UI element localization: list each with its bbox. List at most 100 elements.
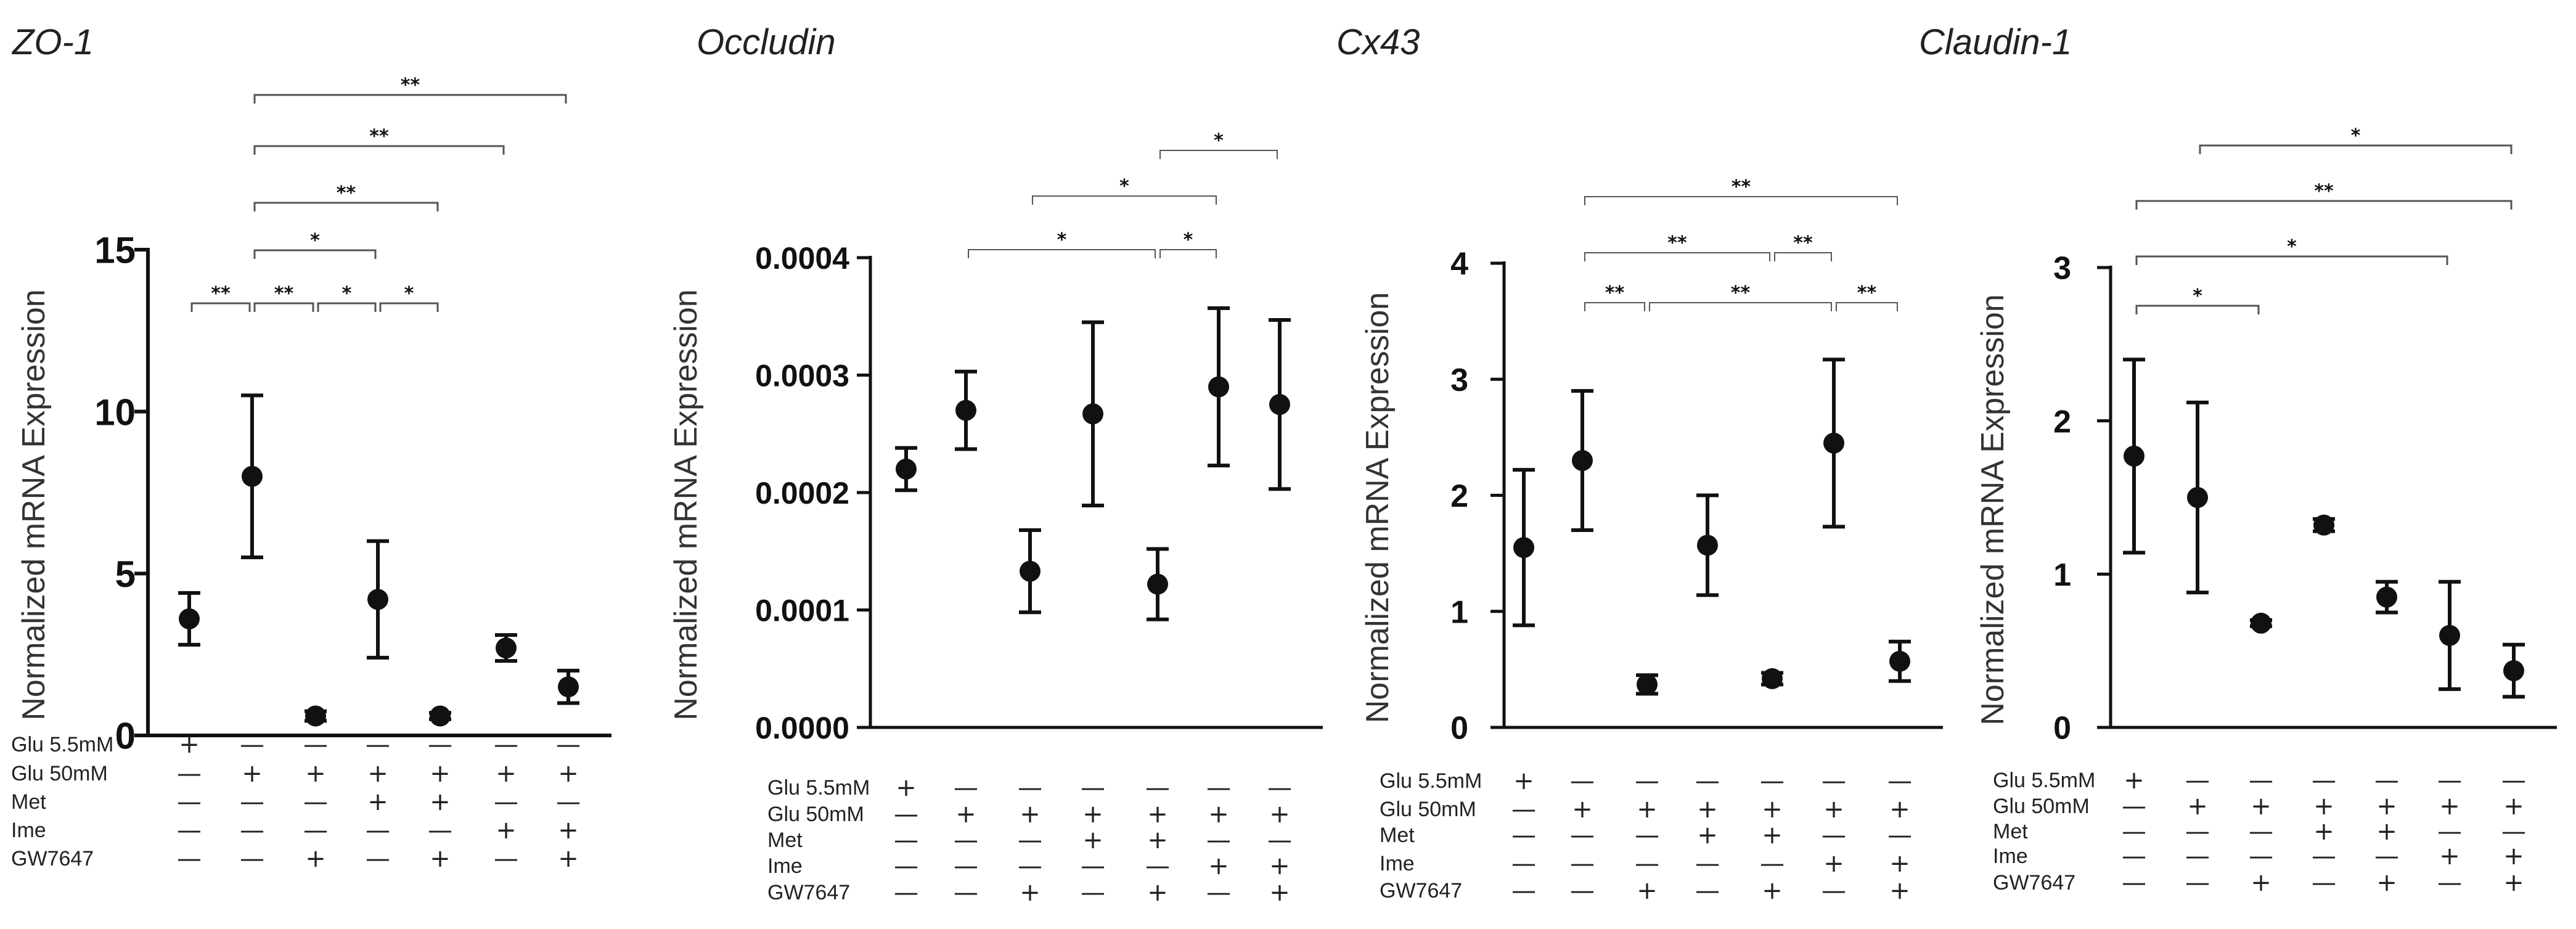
treatment-symbol-occludin: — <box>1206 826 1231 854</box>
treatment-symbol-zo1: — <box>494 845 518 873</box>
significance-label: ** <box>1667 232 1687 254</box>
row-label-claudin1: Glu 50mM <box>1993 795 2090 818</box>
y-tick-label-cx43: 1 <box>1450 594 1468 630</box>
treatment-symbol-claudin1: — <box>2437 766 2462 795</box>
treatment-symbol-zo1: — <box>303 816 328 845</box>
row-label-zo1: Met <box>11 790 46 814</box>
treatment-symbol-zo1: + <box>558 816 579 845</box>
y-tick-label-occludin: 0.0003 <box>755 359 849 393</box>
treatment-symbol-cx43: + <box>1572 795 1593 824</box>
significance-bracket-cx43: ** <box>1584 232 1770 261</box>
treatment-symbol-claudin1: — <box>2501 817 2526 846</box>
treatment-symbol-claudin1: + <box>2313 792 2334 821</box>
treatment-symbol-cx43: + <box>1762 821 1783 849</box>
treatment-symbol-claudin1: + <box>2376 792 2397 821</box>
bracket-line <box>1649 302 1832 311</box>
significance-bracket-zo1: * <box>379 283 439 312</box>
data-point-claudin1 <box>2313 514 2334 536</box>
treatment-symbol-zo1: + <box>367 759 388 788</box>
treatment-symbol-occludin: — <box>894 852 918 880</box>
bracket-line <box>2199 144 2513 154</box>
treatment-symbol-claudin1: + <box>2376 817 2397 846</box>
bracket-line <box>2135 305 2260 314</box>
y-tick-label-claudin1: 0 <box>2053 711 2071 747</box>
treatment-symbol-cx43: + <box>1823 795 1844 824</box>
treatment-symbol-zo1: — <box>303 731 328 759</box>
significance-bracket-zo1: ** <box>190 283 251 312</box>
bracket-line <box>253 145 505 155</box>
significance-label: ** <box>401 75 420 96</box>
y-tick-label-zo1: 0 <box>115 716 136 757</box>
treatment-symbol-cx43: — <box>1635 767 1659 795</box>
treatment-symbol-zo1: — <box>303 788 328 816</box>
row-label-cx43: Glu 5.5mM <box>1380 769 1482 793</box>
bracket-line <box>253 302 314 312</box>
treatment-symbol-cx43: + <box>1637 877 1658 905</box>
treatment-symbol-cx43: + <box>1889 877 1910 905</box>
bracket-line <box>379 302 439 312</box>
treatment-symbol-occludin: — <box>1145 774 1170 802</box>
treatment-symbol-claudin1: — <box>2374 842 2399 870</box>
treatment-symbol-cx43: — <box>1695 849 1720 878</box>
treatment-symbol-claudin1: + <box>2124 766 2145 795</box>
treatment-symbol-claudin1: — <box>2312 842 2336 870</box>
treatment-symbol-occludin: — <box>954 878 978 907</box>
treatment-symbol-claudin1: + <box>2439 842 2460 870</box>
treatment-symbol-occludin: — <box>954 774 978 802</box>
treatment-symbol-occludin: + <box>1269 800 1290 829</box>
row-label-occludin: Glu 50mM <box>767 803 864 826</box>
significance-label: ** <box>369 126 389 147</box>
row-label-claudin1: Glu 5.5mM <box>1993 769 2095 792</box>
data-point-occludin <box>1208 376 1229 398</box>
significance-label: * <box>310 230 320 252</box>
bracket-line <box>190 302 251 312</box>
treatment-symbol-claudin1: + <box>2187 792 2208 821</box>
treatment-symbol-claudin1: — <box>2501 766 2526 795</box>
y-tick-label-zo1: 5 <box>115 554 136 595</box>
treatment-symbol-claudin1: — <box>2249 766 2273 795</box>
row-label-claudin1: Ime <box>1993 845 2028 868</box>
chart-cx43: Cx43 Normalized mRNA Expression 0 1 2 3 4 ** ** *… <box>1336 22 1943 905</box>
treatment-symbol-occludin: — <box>1081 852 1105 880</box>
treatment-symbol-cx43: + <box>1637 795 1658 824</box>
treatment-symbol-zo1: + <box>305 759 326 788</box>
treatment-symbol-occludin: — <box>1206 878 1231 907</box>
data-point-occludin <box>1082 403 1103 425</box>
data-point-zo1 <box>558 676 579 698</box>
y-tick-label-zo1: 15 <box>94 230 136 271</box>
treatment-symbol-occludin: — <box>894 826 918 854</box>
y-tick-label-claudin1: 1 <box>2053 557 2071 593</box>
treatment-symbol-zo1: — <box>494 731 518 759</box>
significance-label: ** <box>1605 282 1625 304</box>
data-point-cx43 <box>1762 668 1783 689</box>
chart-title-claudin1: Claudin-1 <box>1919 22 2072 62</box>
treatment-symbol-zo1: + <box>558 845 579 873</box>
data-point-claudin1 <box>2439 624 2460 646</box>
data-point-claudin1 <box>2124 445 2145 467</box>
treatment-symbol-claudin1: + <box>2313 817 2334 846</box>
significance-bracket-occludin: * <box>1032 176 1217 205</box>
row-label-occludin: Glu 5.5mM <box>767 776 870 800</box>
bracket-line <box>253 249 377 259</box>
row-label-zo1: GW7647 <box>11 847 94 870</box>
treatment-symbol-cx43: — <box>1822 767 1846 795</box>
treatment-symbol-claudin1: — <box>2185 817 2210 846</box>
treatment-symbol-occludin: — <box>954 826 978 854</box>
data-point-zo1 <box>179 608 200 629</box>
y-axis-label-occludin: Normalized mRNA Expression <box>668 289 704 720</box>
treatment-symbol-occludin: + <box>1269 878 1290 907</box>
treatment-symbol-claudin1: + <box>2503 792 2524 821</box>
treatment-symbol-zo1: — <box>428 816 452 845</box>
significance-bracket-occludin: * <box>1159 130 1278 159</box>
significance-bracket-occludin: * <box>1159 229 1217 258</box>
treatment-symbol-zo1: — <box>556 788 581 816</box>
treatment-symbol-zo1: — <box>494 788 518 816</box>
data-point-occludin <box>1147 573 1168 595</box>
treatment-symbol-claudin1: + <box>2439 792 2460 821</box>
treatment-symbol-cx43: — <box>1695 877 1720 905</box>
bracket-line <box>1584 302 1645 311</box>
treatment-symbol-zo1: + <box>367 788 388 816</box>
significance-label: * <box>2193 285 2202 307</box>
